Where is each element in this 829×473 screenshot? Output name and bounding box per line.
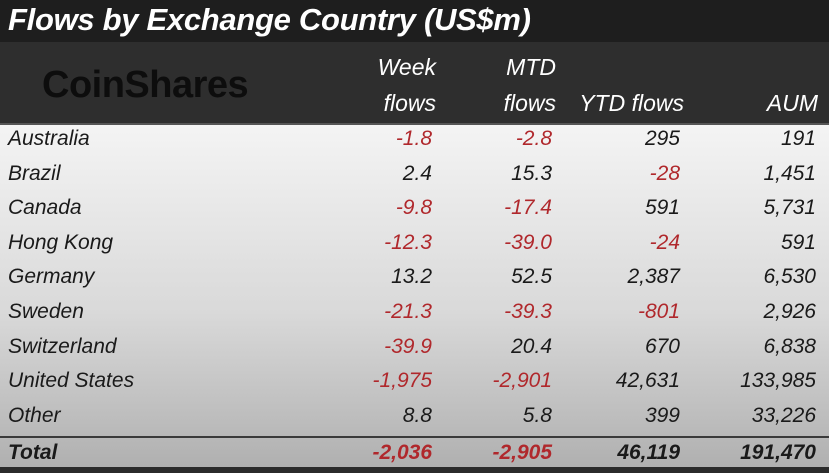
total-divider [0,436,829,438]
cell-mtd-flows: -39.0 [504,230,552,254]
cell-mtd-flows: 20.4 [511,334,552,358]
cell-week-flows: -12.3 [384,230,432,254]
col-header-mtd-line2: flows [503,90,556,116]
total-row: Total -2,036 -2,905 46,119 191,470 [0,438,829,473]
cell-mtd-flows: 5.8 [522,403,552,427]
cell-aum: 6,530 [763,265,816,289]
cell-mtd-flows: -39.3 [504,300,552,323]
cell-week-flows: -9.8 [395,196,432,220]
table-row: Canada -9.8 -17.4 591 5,731 [0,193,829,228]
header-divider [0,123,829,125]
cell-week-flows: 2.4 [402,161,432,185]
table-row: United States -1,975 -2,901 42,631 133,985 [0,366,829,401]
cell-aum: 191 [780,127,816,150]
table-row: Australia -1.8 -2.8 295 191 [0,124,829,159]
col-header-week-line1: Week [377,54,436,80]
cell-aum: 6,838 [763,334,816,358]
cell-aum: 2,926 [763,300,816,323]
cell-week-flows: -1.8 [395,127,432,150]
cell-week-flows: -21.3 [384,300,432,323]
col-header-aum: AUM [766,90,818,116]
cell-mtd-flows: -2,901 [492,369,552,393]
cell-mtd-flows: 15.3 [511,161,552,185]
cell-week-flows: -1,975 [372,369,432,393]
col-header-mtd-line1: MTD [506,54,556,80]
cell-mtd-flows: 52.5 [511,265,552,289]
cell-ytd-flows: -24 [649,230,680,254]
table-row: Hong Kong -12.3 -39.0 -24 591 [0,228,829,263]
col-header-ytd: YTD flows [579,90,684,116]
coinshares-logo: CoinShares [42,64,249,106]
country-name: Hong Kong [8,230,114,254]
title-bar [0,0,829,42]
table-row: Brazil 2.4 15.3 -28 1,451 [0,159,829,194]
table-row: Other 8.8 5.8 399 33,226 [0,401,829,436]
cell-aum: 1,451 [763,161,816,185]
country-name: Switzerland [8,334,117,358]
cell-mtd-flows: -2,905 [492,441,552,464]
cell-aum: 5,731 [763,196,816,220]
table-body [0,124,829,467]
country-name: Australia [8,127,90,150]
cell-aum: 33,226 [751,403,816,427]
page-title: Flows by Exchange Country (US$m) [8,2,531,37]
cell-week-flows: 13.2 [391,265,432,289]
cell-ytd-flows: 670 [644,334,680,358]
country-name: Canada [8,196,82,220]
cell-ytd-flows: 42,631 [615,369,680,393]
country-name: Brazil [8,161,61,185]
cell-week-flows: 8.8 [402,403,432,427]
country-name: Sweden [8,300,84,323]
cell-mtd-flows: -2.8 [515,127,552,150]
cell-week-flows: -2,036 [372,441,432,464]
cell-ytd-flows: 46,119 [617,441,680,464]
header-band [0,42,829,124]
cell-mtd-flows: -17.4 [504,196,552,220]
cell-week-flows: -39.9 [384,334,432,358]
table-row: Germany 13.2 52.5 2,387 6,530 [0,262,829,297]
cell-ytd-flows: 591 [644,196,680,220]
cell-aum: 133,985 [740,369,816,393]
table-row: Switzerland -39.9 20.4 670 6,838 [0,332,829,367]
cell-aum: 591 [780,230,816,254]
country-name: Germany [8,265,95,289]
cell-ytd-flows: -801 [637,300,680,323]
cell-ytd-flows: 295 [644,127,680,150]
cell-ytd-flows: 2,387 [627,265,680,289]
col-header-week-line2: flows [383,90,436,116]
country-name: Other [8,403,61,427]
cell-ytd-flows: 399 [644,403,680,427]
country-name: United States [8,369,135,393]
table-row: Sweden -21.3 -39.3 -801 2,926 [0,297,829,332]
total-label: Total [8,441,58,464]
cell-aum: 191,470 [740,441,816,464]
cell-ytd-flows: -28 [649,161,680,185]
